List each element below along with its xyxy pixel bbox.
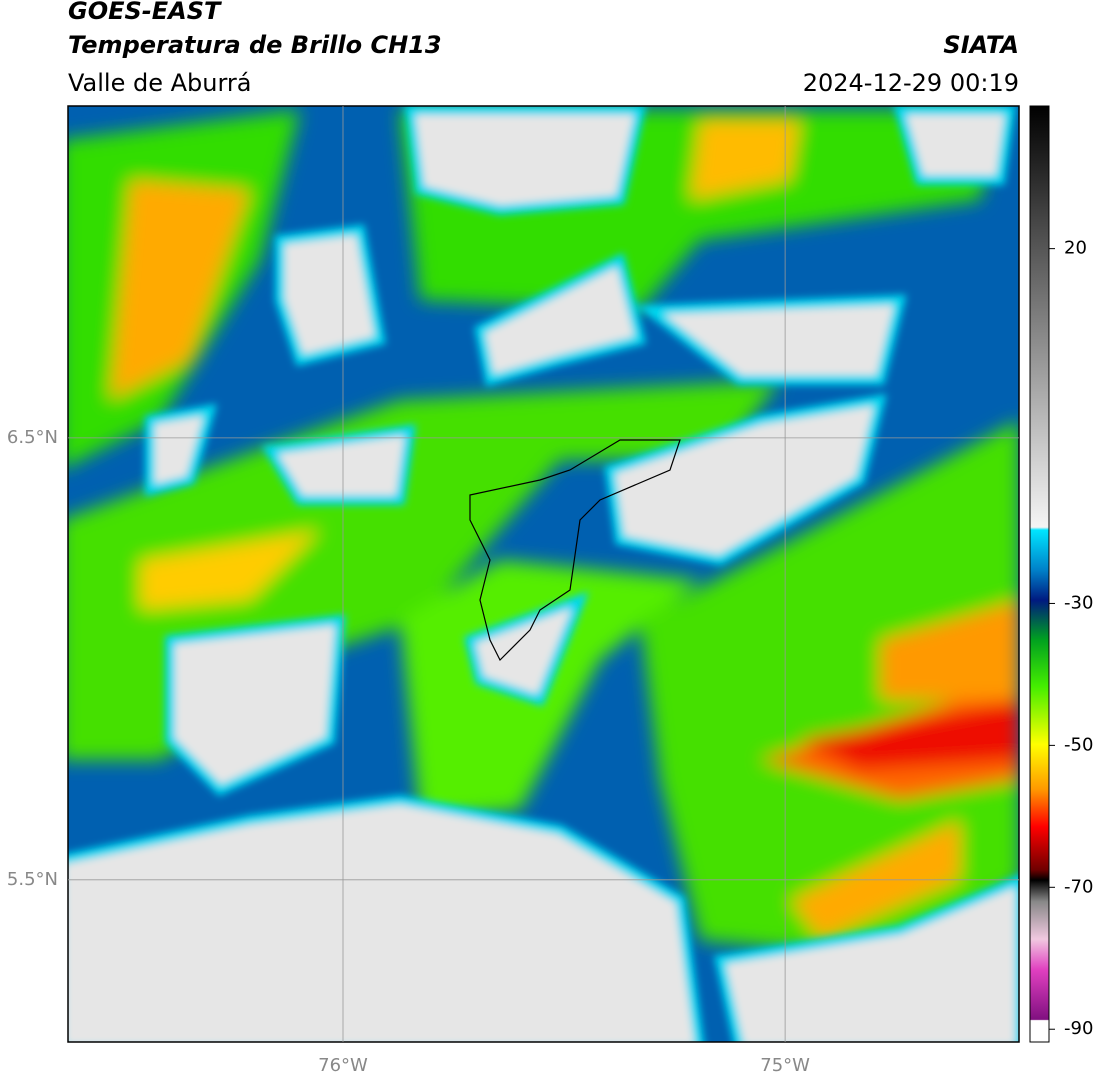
source: SIATA bbox=[943, 31, 1019, 59]
map-frame bbox=[67, 105, 1020, 1043]
datetime: 2024-12-29 00:19 bbox=[803, 69, 1019, 97]
x-tick-label: 76°W bbox=[318, 1055, 368, 1076]
x-tick-label: 75°W bbox=[760, 1055, 810, 1076]
colorbar-tick-label: -90 bbox=[1064, 1018, 1093, 1039]
colorbar bbox=[1029, 105, 1050, 1043]
colorbar-tick-label: 20 bbox=[1064, 238, 1087, 259]
colorbar-tick-label: -50 bbox=[1064, 734, 1093, 755]
y-tick-label: 5.5°N bbox=[7, 869, 58, 890]
colorbar-tick-label: -70 bbox=[1064, 876, 1093, 897]
satellite-image bbox=[68, 106, 1019, 1042]
region: Valle de Aburrá bbox=[68, 69, 252, 97]
colorbar-tick-label: -30 bbox=[1064, 592, 1093, 613]
valley-boundary bbox=[469, 439, 681, 662]
subtitle: Temperatura de Brillo CH13 bbox=[68, 31, 442, 59]
y-tick-label: 6.5°N bbox=[7, 427, 58, 448]
title: GOES-EAST bbox=[68, 0, 222, 25]
